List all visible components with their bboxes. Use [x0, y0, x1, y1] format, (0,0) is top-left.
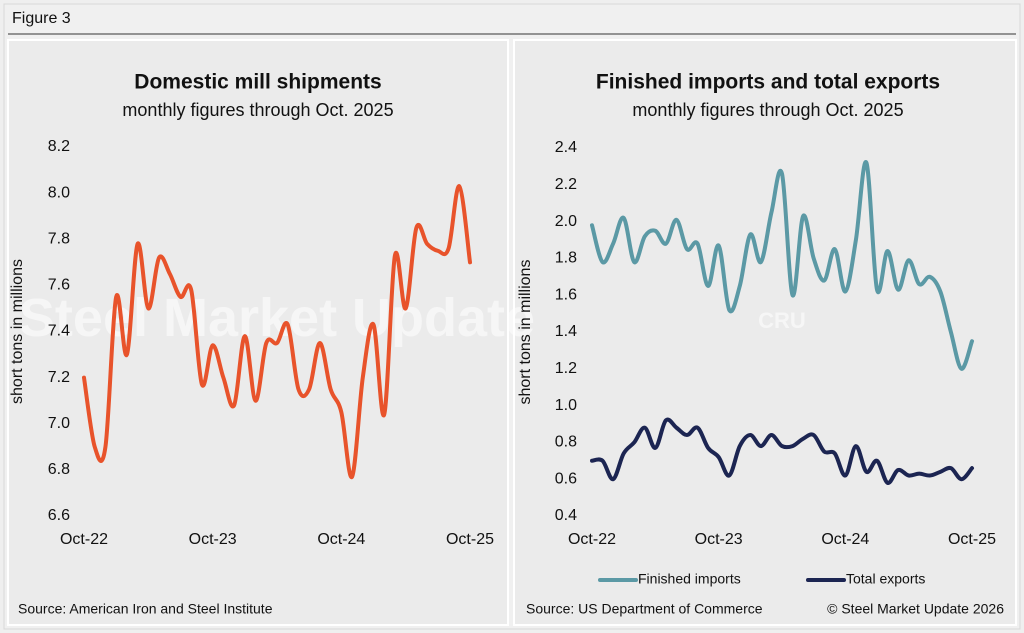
y-tick-label: 0.8 [555, 434, 577, 451]
watermark: Steel Market Update [19, 288, 535, 348]
y-tick-label: 1.0 [555, 397, 577, 414]
y-tick-label: 7.2 [48, 369, 70, 386]
data-line [590, 160, 974, 371]
figure-label: Figure 3 [12, 10, 71, 27]
x-tick-label: Oct-22 [60, 531, 108, 548]
y-tick-label: 7.4 [48, 323, 70, 340]
y-tick-label: 7.8 [48, 230, 70, 247]
x-tick-label: Oct-25 [948, 531, 996, 548]
x-tick-label: Oct-25 [446, 531, 494, 548]
panel [513, 39, 1017, 626]
panel [7, 39, 509, 626]
source-note: Source: American Iron and Steel Institut… [18, 601, 273, 617]
y-tick-label: 0.6 [555, 470, 577, 487]
y-tick-label: 1.4 [555, 323, 577, 340]
x-tick-label: Oct-24 [317, 531, 365, 548]
x-tick-label: Oct-23 [189, 531, 237, 548]
chart-subtitle: monthly figures through Oct. 2025 [632, 100, 903, 120]
legend-label: Finished imports [638, 571, 741, 587]
data-line [82, 184, 472, 479]
chart-subtitle: monthly figures through Oct. 2025 [122, 100, 393, 120]
chart-title: Domestic mill shipments [134, 71, 381, 94]
x-tick-label: Oct-22 [568, 531, 616, 548]
x-tick-label: Oct-24 [821, 531, 869, 548]
y-tick-label: 6.6 [48, 507, 70, 524]
y-tick-label: 2.2 [555, 176, 577, 193]
watermark: CRU [758, 308, 806, 333]
x-tick-label: Oct-23 [695, 531, 743, 548]
y-axis-label: short tons in millions [9, 259, 26, 404]
data-line [590, 417, 974, 485]
credit-note: © Steel Market Update 2026 [827, 601, 1004, 617]
y-tick-label: 2.0 [555, 213, 577, 230]
y-tick-label: 6.8 [48, 461, 70, 478]
y-tick-label: 1.8 [555, 250, 577, 267]
y-tick-label: 1.2 [555, 360, 577, 377]
y-tick-label: 0.4 [555, 507, 577, 524]
chart-title: Finished imports and total exports [596, 71, 940, 94]
y-tick-label: 8.2 [48, 138, 70, 155]
y-tick-label: 7.6 [48, 277, 70, 294]
y-tick-label: 7.0 [48, 415, 70, 432]
y-axis-label: short tons in millions [517, 260, 534, 405]
y-tick-label: 8.0 [48, 184, 70, 201]
y-tick-label: 1.6 [555, 286, 577, 303]
legend-label: Total exports [846, 571, 925, 587]
y-tick-label: 2.4 [555, 139, 577, 156]
source-note: Source: US Department of Commerce [526, 601, 763, 617]
